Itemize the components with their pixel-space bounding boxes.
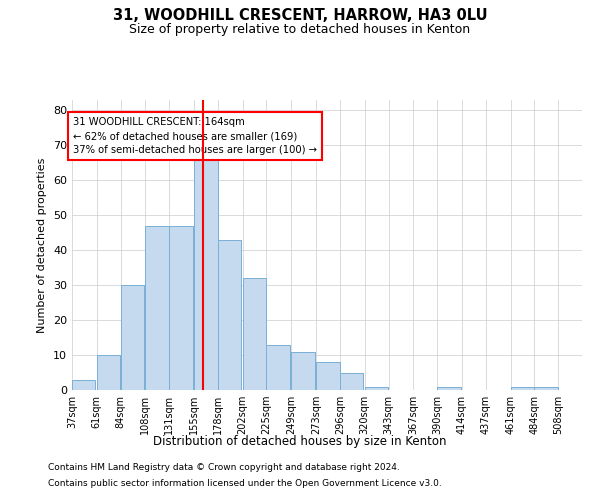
Text: Contains HM Land Registry data © Crown copyright and database right 2024.: Contains HM Land Registry data © Crown c… [48, 464, 400, 472]
Bar [292, 352, 315, 390]
Bar [145, 226, 169, 390]
Bar [266, 344, 290, 390]
Bar [72, 380, 95, 390]
Bar [316, 362, 340, 390]
Text: Contains public sector information licensed under the Open Government Licence v3: Contains public sector information licen… [48, 478, 442, 488]
Bar [365, 386, 388, 390]
Y-axis label: Number of detached properties: Number of detached properties [37, 158, 47, 332]
Text: 31 WOODHILL CRESCENT: 164sqm
← 62% of detached houses are smaller (169)
37% of s: 31 WOODHILL CRESCENT: 164sqm ← 62% of de… [73, 118, 317, 156]
Text: Size of property relative to detached houses in Kenton: Size of property relative to detached ho… [130, 22, 470, 36]
Bar [97, 355, 121, 390]
Bar [242, 278, 266, 390]
Bar [340, 372, 364, 390]
Text: Distribution of detached houses by size in Kenton: Distribution of detached houses by size … [153, 435, 447, 448]
Bar [218, 240, 241, 390]
Bar [535, 386, 558, 390]
Bar [169, 226, 193, 390]
Bar [437, 386, 461, 390]
Bar [121, 285, 144, 390]
Bar [511, 386, 534, 390]
Text: 31, WOODHILL CRESCENT, HARROW, HA3 0LU: 31, WOODHILL CRESCENT, HARROW, HA3 0LU [113, 8, 487, 22]
Bar [194, 160, 218, 390]
